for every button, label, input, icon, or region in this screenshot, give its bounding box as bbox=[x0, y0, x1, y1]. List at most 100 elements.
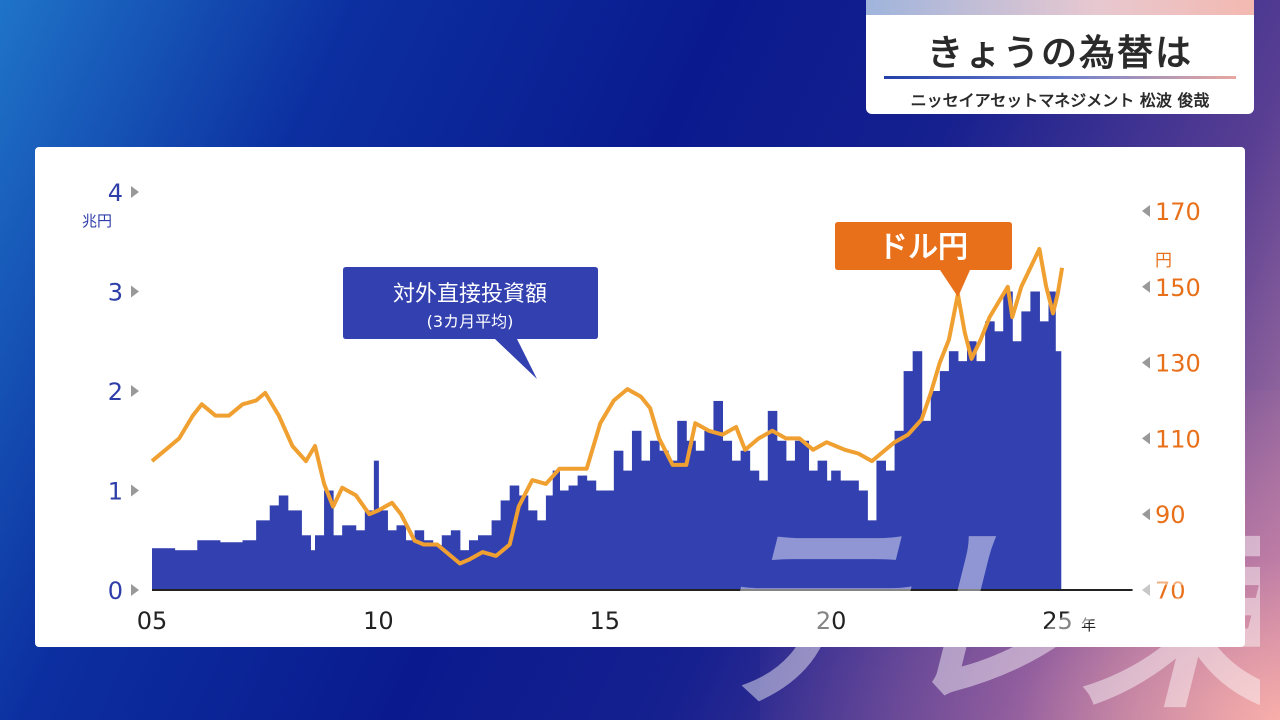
bar-mark bbox=[817, 460, 828, 590]
bar-mark bbox=[152, 548, 176, 590]
bar-mark bbox=[405, 540, 416, 590]
bar-mark bbox=[396, 525, 407, 590]
bar-mark bbox=[985, 321, 995, 590]
bar-mark bbox=[342, 525, 357, 590]
bar-mark bbox=[333, 535, 343, 590]
bar-mark bbox=[1030, 291, 1040, 590]
bar-mark bbox=[364, 510, 375, 590]
bar-mark bbox=[527, 510, 538, 590]
bar-mark bbox=[414, 530, 425, 590]
bar-mark bbox=[1021, 311, 1031, 590]
bar-mark bbox=[631, 430, 642, 590]
bar-mark bbox=[1003, 291, 1013, 590]
right-tick-label: 70 bbox=[1155, 577, 1186, 605]
bar-mark bbox=[930, 391, 941, 590]
left-tick-marker bbox=[131, 584, 139, 596]
bar-mark bbox=[808, 470, 819, 590]
bar-mark bbox=[713, 400, 723, 590]
x-tick-label: 10 bbox=[363, 607, 394, 635]
chart-panel: 0 1 2 3 4 兆円 70 90 110 130 150 170 円 05 10 15 20 25 年 対外直接投… bbox=[35, 147, 1245, 647]
chart-svg: 0 1 2 3 4 兆円 70 90 110 130 150 170 円 05 10 15 20 25 年 対外直接投… bbox=[82, 179, 1201, 635]
bar-mark bbox=[749, 470, 760, 590]
bar-mark bbox=[794, 440, 810, 590]
title-underline bbox=[884, 76, 1236, 79]
bar-mark bbox=[740, 450, 751, 590]
bar-mark bbox=[373, 460, 379, 590]
bar-mark bbox=[1055, 351, 1062, 590]
bar-mark bbox=[387, 530, 397, 590]
bar-mark bbox=[315, 535, 325, 590]
bar-mark bbox=[1012, 341, 1022, 590]
bar-mark bbox=[650, 440, 660, 590]
bar-mark bbox=[432, 545, 443, 590]
bar-mark bbox=[287, 510, 302, 590]
bar-mark bbox=[831, 470, 841, 590]
callout-usdjpy-title: ドル円 bbox=[878, 230, 968, 265]
bar-mark bbox=[552, 470, 560, 590]
callout-investment-sub: (3カ月平均) bbox=[427, 312, 514, 331]
left-tick-label: 2 bbox=[108, 378, 123, 406]
bar-mark bbox=[722, 440, 733, 590]
bar-mark bbox=[545, 495, 554, 590]
bar-mark bbox=[840, 480, 850, 590]
bar-mark bbox=[468, 540, 479, 590]
bar-mark bbox=[695, 450, 705, 590]
right-tick-label: 130 bbox=[1155, 350, 1201, 378]
bar-mark bbox=[885, 470, 896, 590]
right-tick-label: 170 bbox=[1155, 198, 1201, 226]
bar-mark bbox=[613, 450, 624, 590]
bar-mark bbox=[826, 480, 832, 590]
bar-mark bbox=[677, 420, 687, 590]
right-tick-label: 90 bbox=[1155, 501, 1186, 529]
bar-mark bbox=[378, 510, 388, 590]
bar-mark bbox=[622, 470, 633, 590]
bar-mark bbox=[509, 485, 520, 590]
callout-usdjpy-box bbox=[835, 222, 1012, 297]
left-tick-marker bbox=[131, 285, 139, 298]
right-tick-label: 110 bbox=[1155, 425, 1201, 453]
bar-mark bbox=[197, 540, 221, 590]
bar-mark bbox=[976, 361, 986, 590]
bar-mark bbox=[704, 430, 714, 590]
callout-investment-box bbox=[343, 267, 598, 379]
bar-mark bbox=[731, 460, 742, 590]
bar-mark bbox=[441, 535, 452, 590]
bar-mark bbox=[849, 480, 859, 590]
bar-mark bbox=[921, 420, 932, 590]
bar-mark bbox=[310, 550, 316, 590]
callout-investment-title: 対外直接投資額 bbox=[393, 282, 547, 307]
bar-mark bbox=[1039, 321, 1049, 590]
right-tick-label: 150 bbox=[1155, 274, 1201, 302]
title-strip bbox=[866, 0, 1254, 15]
right-tick-marker bbox=[1142, 280, 1150, 293]
bar-mark bbox=[269, 505, 280, 590]
right-axis-unit: 円 bbox=[1155, 251, 1172, 271]
page-title: きょうの為替は bbox=[926, 33, 1193, 74]
left-tick-marker bbox=[131, 484, 139, 497]
x-axis-unit: 年 bbox=[1081, 616, 1096, 634]
bar-mark bbox=[518, 495, 529, 590]
bar-mark bbox=[500, 500, 511, 590]
left-axis-unit: 兆円 bbox=[82, 212, 112, 230]
bar-mark bbox=[604, 490, 615, 590]
bar-mark bbox=[668, 460, 678, 590]
bar-mark bbox=[577, 475, 588, 590]
bar-mark bbox=[536, 520, 547, 590]
bar-mark bbox=[586, 480, 597, 590]
page-subtitle: ニッセイアセットマネジメント 松波 俊哉 bbox=[910, 91, 1210, 110]
bar-mark bbox=[758, 480, 769, 590]
bar-mark bbox=[595, 490, 606, 590]
left-tick-label: 0 bbox=[108, 577, 123, 605]
bar-mark bbox=[478, 535, 493, 590]
bar-mark bbox=[641, 460, 651, 590]
right-tick-marker bbox=[1142, 432, 1150, 445]
bar-mark bbox=[278, 495, 289, 590]
bar-mark bbox=[867, 520, 877, 590]
left-tick-label: 3 bbox=[108, 279, 123, 307]
bar-mark bbox=[785, 460, 796, 590]
usdjpy-line bbox=[150, 246, 1065, 566]
bar-mark bbox=[423, 540, 434, 590]
bar-mark bbox=[1048, 291, 1056, 590]
x-tick-label: 20 bbox=[816, 607, 847, 635]
bar-mark bbox=[903, 371, 914, 590]
